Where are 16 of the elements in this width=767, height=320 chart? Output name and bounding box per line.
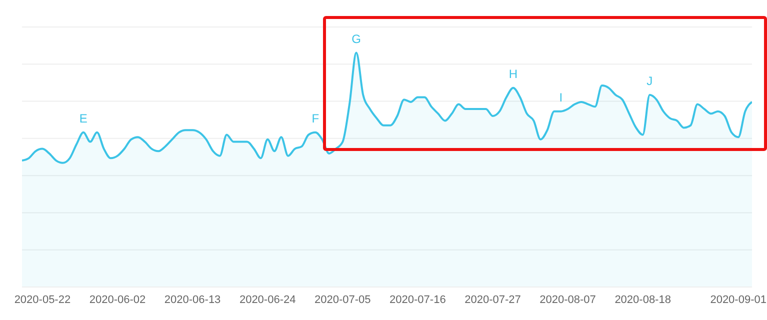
x-tick-label: 2020-07-05 bbox=[314, 294, 371, 306]
x-tick-label: 2020-09-01 bbox=[710, 294, 766, 306]
annotation: F bbox=[312, 111, 320, 126]
x-tick-label: 2020-06-13 bbox=[164, 294, 221, 306]
x-tick-label: 2020-07-27 bbox=[464, 294, 521, 306]
x-tick-label: 2020-08-07 bbox=[540, 294, 596, 306]
annotation: H bbox=[508, 66, 518, 81]
annotation: I bbox=[559, 90, 563, 104]
annotation: E bbox=[79, 111, 88, 126]
x-tick-label: 2020-08-18 bbox=[614, 294, 671, 306]
x-tick-label: 2020-05-22 bbox=[14, 294, 71, 306]
x-tick-label: 2020-06-24 bbox=[239, 294, 296, 306]
x-tick-label: 2020-07-16 bbox=[390, 294, 446, 306]
annotation: J bbox=[646, 74, 653, 88]
annotation: G bbox=[352, 32, 361, 46]
x-tick-label: 2020-06-02 bbox=[89, 294, 146, 306]
